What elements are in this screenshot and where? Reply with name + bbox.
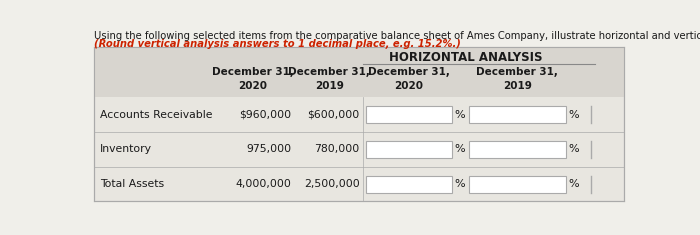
FancyBboxPatch shape (469, 141, 566, 158)
Text: %: % (455, 145, 466, 154)
Text: 975,000: 975,000 (246, 145, 291, 154)
Text: %: % (455, 179, 466, 189)
Text: (Round vertical analysis answers to 1 decimal place, e.g. 15.2%.): (Round vertical analysis answers to 1 de… (94, 39, 461, 49)
Text: 2,500,000: 2,500,000 (304, 179, 360, 189)
FancyBboxPatch shape (365, 106, 452, 123)
Text: Total Assets: Total Assets (100, 179, 164, 189)
Text: December 31,
2020: December 31, 2020 (211, 67, 293, 91)
FancyBboxPatch shape (365, 141, 452, 158)
Text: %: % (569, 110, 580, 120)
Text: 4,000,000: 4,000,000 (235, 179, 291, 189)
Text: %: % (455, 110, 466, 120)
Text: %: % (569, 179, 580, 189)
FancyBboxPatch shape (94, 47, 624, 98)
Text: December 31,
2019: December 31, 2019 (476, 67, 558, 91)
Text: Inventory: Inventory (100, 145, 152, 154)
FancyBboxPatch shape (469, 106, 566, 123)
FancyBboxPatch shape (94, 47, 624, 201)
FancyBboxPatch shape (365, 176, 452, 193)
Text: Using the following selected items from the comparative balance sheet of Ames Co: Using the following selected items from … (94, 31, 700, 40)
Text: %: % (569, 145, 580, 154)
Text: 780,000: 780,000 (314, 145, 360, 154)
FancyBboxPatch shape (469, 176, 566, 193)
Text: $960,000: $960,000 (239, 110, 291, 120)
Text: $600,000: $600,000 (307, 110, 360, 120)
Text: Accounts Receivable: Accounts Receivable (100, 110, 212, 120)
Text: December 31,
2019: December 31, 2019 (288, 67, 370, 91)
Text: HORIZONTAL ANALYSIS: HORIZONTAL ANALYSIS (389, 51, 542, 63)
Text: December 31,
2020: December 31, 2020 (368, 67, 449, 91)
